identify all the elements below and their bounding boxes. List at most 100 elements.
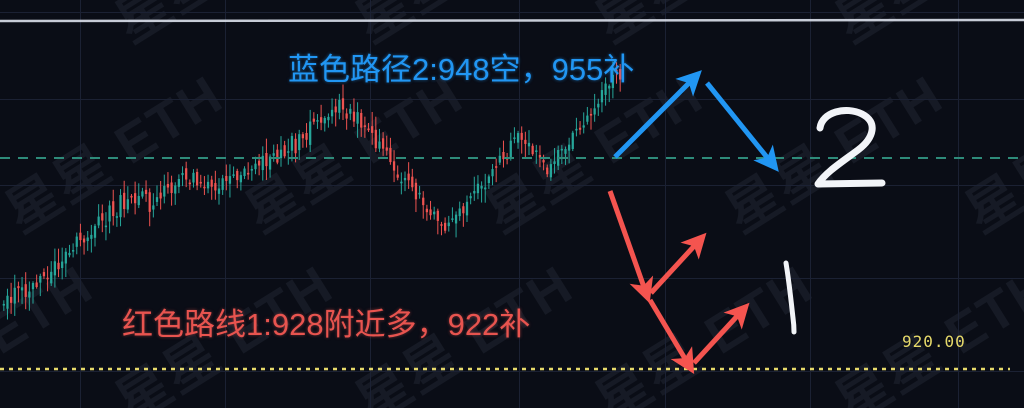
candle-body xyxy=(316,120,319,122)
candle-body xyxy=(46,277,49,280)
candle-body xyxy=(498,155,501,163)
candle-body xyxy=(535,150,538,153)
candle-body xyxy=(268,156,272,170)
candle-body xyxy=(309,121,312,145)
candle-body xyxy=(345,113,348,119)
candle-body xyxy=(604,83,607,95)
candle-body xyxy=(480,185,483,189)
red-arrow-down-1 xyxy=(607,190,654,304)
candle-body xyxy=(546,167,549,175)
candle-body xyxy=(520,132,523,140)
candle-body xyxy=(68,252,71,256)
candle-body xyxy=(163,185,166,197)
candle-body xyxy=(360,112,363,128)
candle-body xyxy=(137,195,140,206)
grid-line-horizontal xyxy=(0,185,1024,186)
candle-body xyxy=(443,222,447,231)
candle-body xyxy=(341,98,345,110)
candle-body xyxy=(465,201,469,216)
candle-body xyxy=(174,185,177,194)
candle-body xyxy=(567,144,571,151)
candle-body xyxy=(516,133,520,143)
candle-body xyxy=(301,134,305,139)
candle-body xyxy=(97,216,100,226)
candle-body xyxy=(2,303,5,306)
candle-body xyxy=(553,161,556,165)
price-level-label: 920.00 xyxy=(902,332,966,351)
grid-line-vertical xyxy=(80,0,81,408)
candle-body xyxy=(527,142,531,147)
candle-body xyxy=(90,234,93,239)
handwritten-mark-2 xyxy=(814,107,886,188)
candle-body xyxy=(287,151,290,153)
candle-body xyxy=(363,125,367,127)
candle-body xyxy=(199,181,202,184)
grid-line-vertical xyxy=(958,0,959,408)
candle-body xyxy=(294,138,297,154)
candle-body xyxy=(185,168,188,180)
candle-body xyxy=(42,272,46,277)
candle-body xyxy=(225,175,228,181)
candle-body xyxy=(571,132,574,150)
candle-body xyxy=(330,109,334,117)
candle-body xyxy=(615,69,618,72)
candle-body xyxy=(126,199,129,210)
candle-body xyxy=(312,118,315,122)
upper-trend-line xyxy=(0,18,1024,23)
grid-line-vertical xyxy=(810,0,811,408)
candle-body xyxy=(608,85,611,89)
candle-body xyxy=(181,172,184,176)
candle-body xyxy=(484,187,487,190)
candle-body xyxy=(86,237,89,242)
candle-body xyxy=(549,164,553,178)
candle-body xyxy=(119,195,122,218)
candle-body xyxy=(75,236,78,247)
candle-body xyxy=(31,283,35,290)
candle-body xyxy=(400,181,403,184)
blue-path-annotation: 蓝色路径2:948空，955补 xyxy=(288,52,635,87)
candle-body xyxy=(206,181,210,189)
candle-body xyxy=(403,177,407,181)
candle-body xyxy=(130,195,133,198)
candle-body xyxy=(513,137,516,140)
candle-body xyxy=(166,184,170,188)
candle-body xyxy=(247,172,250,175)
blue-arrow-down xyxy=(705,81,779,172)
candle-body xyxy=(593,108,596,115)
candle-body xyxy=(454,214,458,224)
candle-body xyxy=(473,190,476,194)
candle-body xyxy=(407,173,410,181)
candle-body xyxy=(133,193,137,204)
blue-arrow-up xyxy=(613,70,702,159)
candle-body xyxy=(17,286,20,289)
candle-body xyxy=(352,111,356,122)
candle-body xyxy=(188,182,191,185)
candle-body xyxy=(436,210,439,221)
candle-body xyxy=(192,172,195,183)
candle-body xyxy=(93,225,97,238)
candle-body xyxy=(356,112,359,124)
candle-body xyxy=(141,191,144,197)
candle-body xyxy=(144,189,148,194)
candle-body xyxy=(422,197,425,206)
candle-body xyxy=(276,149,279,163)
candle-body xyxy=(560,148,563,151)
candle-body xyxy=(57,262,60,270)
candle-body xyxy=(148,192,151,212)
candle-body xyxy=(243,168,246,177)
candle-body xyxy=(279,149,283,159)
candle-body xyxy=(232,174,235,176)
candle-body xyxy=(79,232,82,241)
grid-line-vertical xyxy=(665,0,666,408)
candle-body xyxy=(411,176,414,188)
candle-body xyxy=(24,284,27,297)
candle-body xyxy=(261,155,264,171)
candle-body xyxy=(323,117,326,124)
grid-line-horizontal xyxy=(0,12,1024,13)
grid-line-vertical xyxy=(519,0,520,408)
candle-body xyxy=(239,175,243,183)
candle-body xyxy=(123,192,126,210)
candle-body xyxy=(195,171,199,186)
candle-body xyxy=(101,213,104,221)
